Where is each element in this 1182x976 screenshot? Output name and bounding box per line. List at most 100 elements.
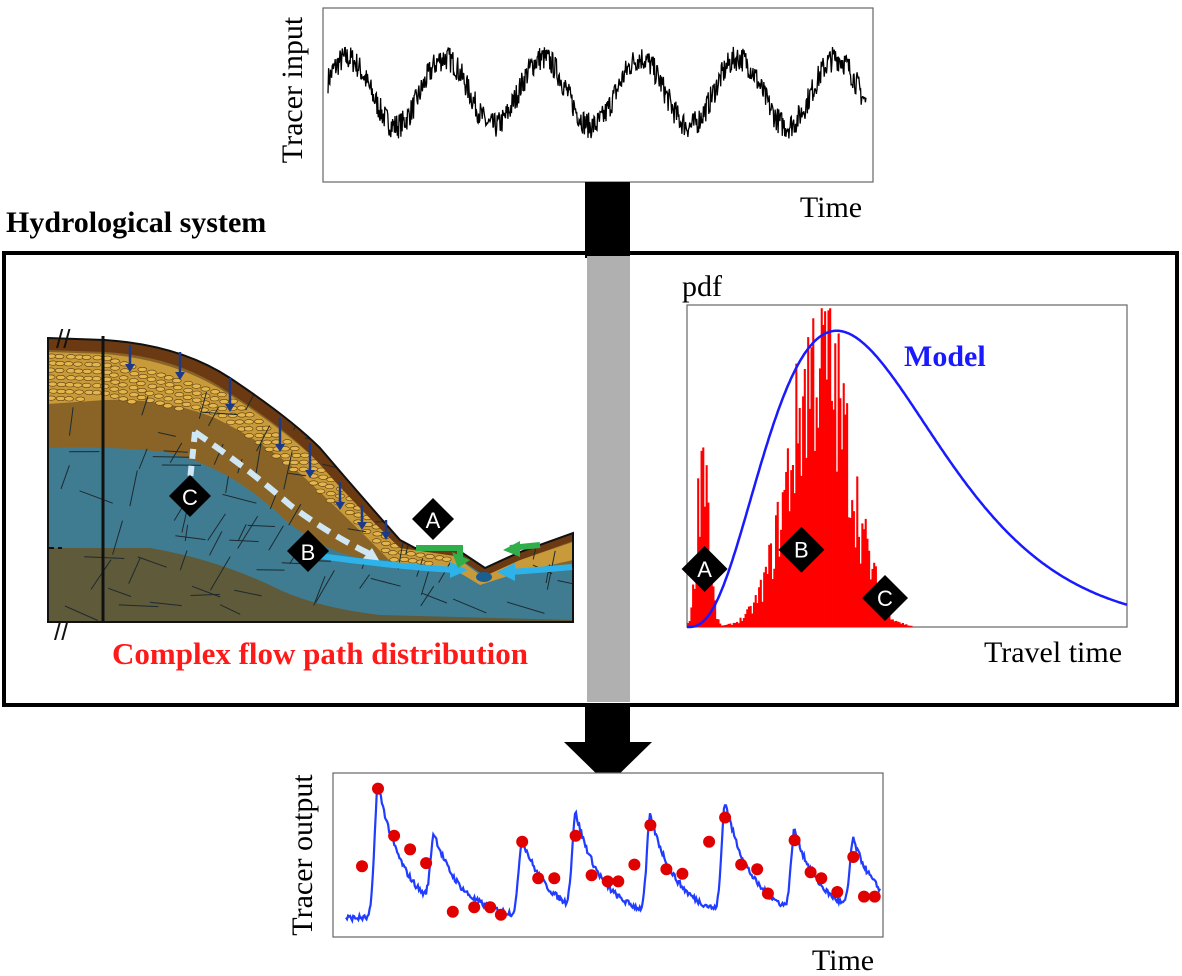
sand-grain: [56, 388, 67, 394]
observed-point: [788, 834, 801, 847]
sand-grain: [244, 419, 254, 425]
fracture: [219, 604, 241, 615]
fracture: [237, 515, 259, 549]
fracture: [128, 558, 141, 584]
sand-grain: [324, 484, 335, 490]
sand-grain: [200, 386, 211, 392]
observed-point: [804, 866, 817, 879]
histogram-bar: [825, 379, 828, 627]
sand-grain: [219, 399, 229, 405]
histogram-bar: [895, 620, 898, 627]
histogram-bar: [861, 523, 864, 627]
recharge-arrow-head: [381, 532, 391, 540]
sand-grain: [164, 389, 175, 395]
histogram-bar: [890, 619, 893, 627]
histogram-bar: [849, 517, 852, 627]
fracture: [413, 471, 446, 474]
observed-point: [446, 905, 459, 918]
fracture: [202, 411, 238, 416]
histogram-bar: [844, 414, 847, 627]
sand-grain: [145, 397, 155, 403]
stream-flow-left-head: [450, 562, 468, 578]
sand-grain: [109, 372, 119, 378]
sand-grain: [74, 375, 85, 381]
sand-grain: [48, 381, 58, 387]
histogram-bar: [812, 318, 815, 627]
sand-grain: [155, 400, 165, 406]
histogram-bar: [720, 625, 723, 627]
histogram-bar: [705, 465, 708, 627]
model-legend-label: Model: [904, 340, 986, 373]
sand-grain: [81, 354, 92, 360]
sand-grain: [147, 369, 157, 375]
fracture: [420, 585, 435, 607]
sand-grain: [74, 389, 84, 395]
sand-grain: [344, 509, 355, 515]
histogram-bar: [824, 311, 827, 627]
histogram-bar: [769, 543, 773, 627]
fracture: [442, 470, 454, 508]
observed-point: [420, 857, 433, 870]
sand-grain: [164, 375, 174, 381]
complex-flow-caption: Complex flow path distribution: [112, 636, 528, 671]
sand-grain: [271, 453, 282, 459]
histogram-bar: [764, 566, 767, 627]
observed-point: [372, 782, 384, 795]
histogram-bar: [910, 625, 913, 627]
histogram-bar: [763, 572, 766, 627]
fracture: [118, 604, 159, 608]
tracer-output-frame: [332, 772, 884, 938]
fracture: [255, 440, 262, 476]
recharge-arrow-head: [175, 372, 185, 380]
sand-grain: [109, 393, 120, 399]
sand-grain: [55, 374, 66, 380]
sand-grain: [72, 382, 83, 388]
sand-grain: [291, 452, 302, 458]
fracture: [359, 574, 371, 589]
observed-point: [660, 863, 673, 876]
fracture: [209, 531, 223, 556]
sand-grain: [345, 503, 356, 509]
stream-channel: [476, 572, 492, 582]
pdf-marker-b-label: B: [794, 538, 809, 563]
observed-point: [628, 858, 641, 871]
histogram-bar: [856, 476, 859, 627]
histogram-bar: [731, 624, 734, 627]
sand-grain: [156, 379, 166, 385]
sand-grain: [118, 396, 128, 402]
histogram-bar: [739, 617, 742, 627]
fracture: [365, 445, 387, 452]
histogram-bar: [830, 400, 833, 627]
sand-grain: [55, 360, 65, 366]
histogram-bar: [842, 383, 845, 627]
fracture: [565, 430, 573, 461]
sand-grain: [129, 392, 139, 398]
sand-grain: [317, 481, 328, 487]
histogram-bar: [781, 492, 784, 627]
fracture: [79, 490, 113, 504]
fracture: [347, 410, 373, 416]
histogram-bar: [709, 557, 712, 627]
fracture: [438, 561, 451, 584]
sand-grain: [183, 387, 193, 393]
sand-grain: [118, 375, 129, 381]
histogram-bar: [900, 623, 903, 627]
histogram-bar: [778, 556, 781, 627]
fracture: [268, 525, 284, 551]
fracture: [64, 605, 99, 621]
histogram-bar: [773, 568, 776, 627]
histogram-bar: [815, 397, 818, 627]
observed-output-points: [356, 782, 881, 921]
fracture: [108, 587, 132, 597]
fracture: [507, 601, 545, 614]
histogram-bar: [829, 308, 832, 627]
observed-point: [735, 858, 748, 871]
observed-point: [516, 835, 529, 848]
histogram-bar: [776, 501, 779, 627]
sand-grain: [217, 392, 227, 398]
fracture: [503, 410, 511, 440]
observed-point: [847, 851, 860, 863]
sand-grain: [163, 403, 173, 409]
pdf-marker-c: [862, 575, 908, 622]
histogram-bar: [741, 621, 744, 627]
